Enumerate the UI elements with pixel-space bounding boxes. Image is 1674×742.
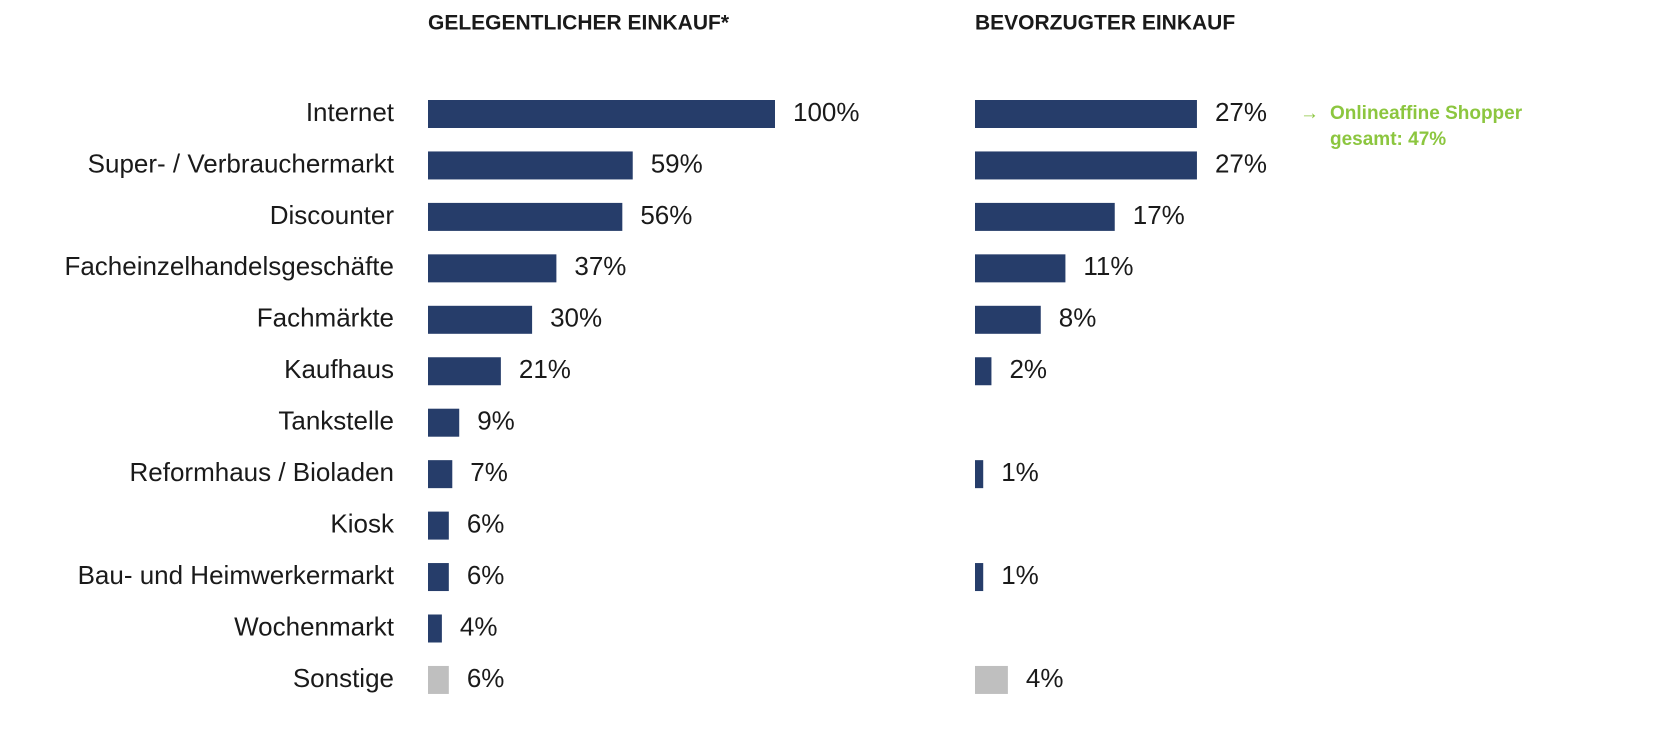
bar (428, 511, 449, 540)
bar (975, 665, 1008, 694)
bar (975, 305, 1041, 334)
bar (975, 254, 1066, 283)
value-label: 6% (467, 663, 505, 693)
value-label: 4% (1026, 663, 1064, 693)
value-label: 7% (470, 457, 508, 487)
value-label: 9% (477, 406, 515, 436)
category-label: Discounter (270, 200, 395, 230)
value-label: 59% (651, 148, 703, 178)
value-label: 1% (1001, 560, 1039, 590)
bar (428, 100, 775, 128)
value-label: 4% (460, 611, 498, 641)
bar (428, 460, 453, 489)
bar (428, 357, 501, 386)
bar (975, 563, 984, 592)
value-label: 6% (467, 560, 505, 590)
bar (428, 614, 442, 643)
annotation: gesamt: 47% (1330, 129, 1446, 150)
value-label: 30% (550, 303, 602, 333)
value-label: 27% (1215, 97, 1267, 127)
value-label: 27% (1215, 148, 1267, 178)
value-label: 6% (467, 508, 505, 538)
bar (428, 305, 533, 334)
value-label: 100% (793, 97, 860, 127)
value-label: 2% (1009, 354, 1047, 384)
category-label: Kaufhaus (284, 354, 394, 384)
panel-title: GELEGENTLICHER EINKAUF* (428, 12, 730, 35)
bar (428, 202, 623, 231)
value-label: 21% (519, 354, 571, 384)
bar (428, 151, 633, 180)
value-label: 8% (1059, 303, 1097, 333)
value-label: 17% (1133, 200, 1185, 230)
bar (428, 254, 557, 283)
bar (428, 408, 460, 437)
annotation-arrow: → (1300, 103, 1319, 124)
annotation: Onlineaffine Shopper (1330, 103, 1523, 124)
category-label: Wochenmarkt (234, 611, 395, 641)
category-label: Super- / Verbrauchermarkt (88, 148, 395, 178)
category-label: Reformhaus / Bioladen (130, 457, 394, 487)
bar (428, 563, 449, 592)
category-label: Sonstige (293, 663, 394, 693)
value-label: 37% (574, 251, 626, 281)
panel-title: BEVORZUGTER EINKAUF (975, 12, 1235, 35)
bar (975, 151, 1197, 180)
bar (428, 665, 449, 694)
bar (975, 100, 1197, 128)
value-label: 11% (1083, 251, 1133, 281)
category-label: Fachmärkte (257, 303, 394, 333)
value-label: 56% (640, 200, 692, 230)
category-label: Kiosk (330, 508, 395, 538)
category-label: Bau- und Heimwerkermarkt (78, 560, 395, 590)
bar (975, 460, 984, 489)
category-label: Tankstelle (278, 406, 394, 436)
bar (975, 357, 992, 386)
category-label: Facheinzelhandelsgeschäfte (64, 251, 394, 281)
category-label: Internet (306, 97, 395, 127)
bar (975, 202, 1115, 231)
value-label: 1% (1001, 457, 1039, 487)
